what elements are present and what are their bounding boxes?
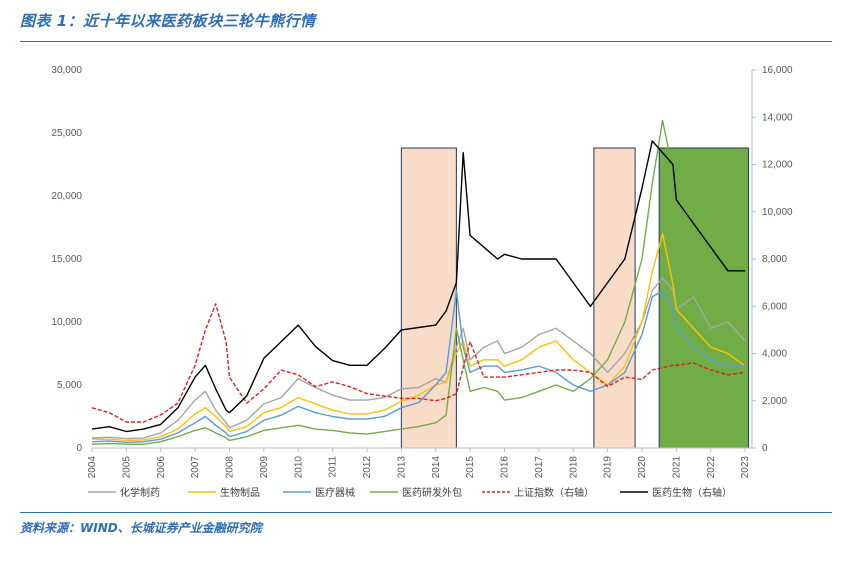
chart-legend: 化学制药 生物制品 医疗器械 医药研发外包 上证指数（右轴） 医药生物（右轴）: [88, 486, 732, 499]
series-line-2: [92, 233, 746, 442]
x-tick-label: 2014: [431, 456, 442, 479]
legend-label: 上证指数（右轴）: [514, 486, 594, 499]
right-tick-label: 8,000: [762, 254, 787, 265]
shaded-region-3: [658, 147, 750, 449]
x-tick-label: 2017: [534, 456, 545, 479]
series-line-6: [91, 140, 746, 433]
series-line-3: [91, 289, 746, 443]
x-tick-label: 2005: [121, 456, 132, 479]
shaded-regions: [400, 147, 750, 449]
legend-label: 生物制品: [220, 486, 260, 499]
right-tick-label: 14,000: [762, 112, 793, 123]
left-tick-label: 20,000: [51, 191, 82, 202]
x-tick-label: 2010: [293, 456, 304, 479]
right-tick-label: 0: [762, 443, 768, 454]
x-tick-label: 2016: [500, 456, 511, 479]
left-tick-label: 15,000: [51, 254, 82, 265]
source-note: 资料来源：WIND、长城证券产业金融研究院: [20, 521, 262, 535]
x-tick-label: 2020: [637, 456, 648, 479]
x-tick-label: 2006: [156, 456, 167, 479]
x-tick-label: 2013: [396, 456, 407, 479]
chart-axes: 0 5,000 10,000 15,000 20,000 25,000 30,000 0 2,0…: [51, 65, 793, 478]
left-tick-label: 5,000: [57, 380, 82, 391]
figure-caption: 图表 1：近十年以来医药板块三轮牛熊行情: [20, 12, 316, 30]
line-chart: 0 5,000 10,000 15,000 20,000 25,000 30,000 0 2,0…: [51, 65, 793, 499]
shaded-region-2: [593, 147, 636, 449]
x-tick-label: 2008: [225, 456, 236, 479]
x-tick-label: 2007: [190, 456, 201, 479]
x-tick-label: 2018: [568, 456, 579, 479]
left-tick-label: 0: [76, 443, 82, 454]
right-tick-label: 10,000: [762, 207, 793, 218]
left-tick-label: 30,000: [51, 65, 82, 76]
x-tick-label: 2019: [603, 456, 614, 479]
left-tick-label: 10,000: [51, 317, 82, 328]
source-rule: [20, 512, 832, 513]
right-tick-label: 6,000: [762, 301, 787, 312]
x-tick-label: 2022: [706, 456, 717, 479]
series-line-5: [91, 303, 746, 423]
caption-rule: [20, 41, 832, 42]
series-line-1: [91, 277, 746, 440]
x-tick-label: 2015: [465, 456, 476, 479]
x-tick-label: 2012: [362, 456, 373, 479]
x-tick-label: 2023: [740, 456, 751, 479]
x-tick-label: 2011: [328, 456, 339, 478]
legend-label: 医药研发外包: [402, 486, 462, 499]
right-tick-label: 2,000: [762, 396, 787, 407]
legend-label: 化学制药: [120, 486, 160, 499]
series-lines: [91, 119, 746, 445]
x-tick-label: 2021: [671, 456, 682, 479]
x-tick-label: 2004: [87, 456, 98, 479]
left-tick-label: 25,000: [51, 128, 82, 139]
legend-label: 医疗器械: [315, 486, 355, 499]
legend-label: 医药生物（右轴）: [652, 486, 732, 499]
right-tick-label: 12,000: [762, 160, 793, 171]
x-tick-label: 2009: [259, 456, 270, 479]
series-line-4: [91, 119, 746, 445]
right-tick-label: 4,000: [762, 349, 787, 360]
right-tick-label: 16,000: [762, 65, 793, 76]
